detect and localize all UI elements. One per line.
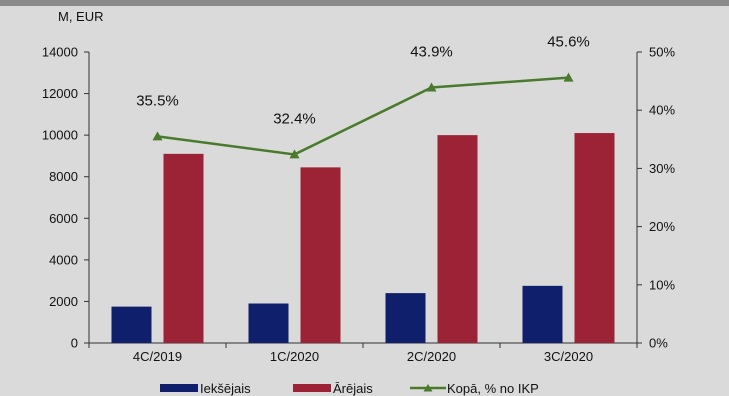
legend-item-ārējais: Ārējais: [293, 381, 373, 396]
y-tick-label: 0: [71, 336, 78, 351]
series-line: [158, 78, 569, 155]
legend-label-iekšējais: Iekšējais: [200, 381, 251, 396]
legend: Iekšējais Ārējais Kopā, % no IKP: [160, 381, 539, 396]
legend-label-kopa: Kopā, % no IKP: [447, 381, 539, 396]
bar: [523, 286, 563, 343]
y-tick-label: 10000: [42, 128, 78, 143]
bar: [112, 307, 152, 343]
data-label: 45.6%: [547, 34, 590, 51]
data-label: 35.5%: [136, 92, 179, 109]
bar: [249, 304, 289, 343]
y2-tick-label: 0%: [649, 336, 668, 351]
y-tick-label: 2000: [49, 294, 78, 309]
legend-item-iekšējais: Iekšējais: [160, 381, 251, 396]
legend-swatch-ārējais: [293, 384, 331, 392]
y-tick-label: 12000: [42, 86, 78, 101]
legend-label-ārējais: Ārējais: [333, 381, 373, 396]
legend-item-kopa: Kopā, % no IKP: [410, 381, 539, 396]
data-label: 43.9%: [410, 44, 453, 61]
data-label: 32.4%: [273, 110, 316, 127]
bar: [164, 154, 204, 343]
y2-tick-label: 50%: [649, 45, 675, 60]
y-axis-left: 0 2000 4000 6000 8000 10000 12000 14000: [42, 45, 89, 351]
y-tick-label: 8000: [49, 169, 78, 184]
y2-tick-label: 40%: [649, 103, 675, 118]
x-axis: 4C/2019 1C/2020 2C/2020 3C/2020: [89, 343, 637, 364]
bar: [301, 167, 341, 343]
x-tick-label: 3C/2020: [544, 349, 593, 364]
legend-swatch-iekšējais: [160, 384, 198, 392]
x-tick-label: 1C/2020: [270, 349, 319, 364]
y2-tick-label: 20%: [649, 219, 675, 234]
y-axis-right: 0% 10% 20% 30% 40% 50%: [637, 45, 675, 351]
bar: [575, 133, 615, 343]
bars: [112, 133, 615, 343]
bar: [386, 293, 426, 343]
y2-tick-label: 30%: [649, 161, 675, 176]
y-tick-label: 14000: [42, 45, 78, 60]
y-tick-label: 4000: [49, 252, 78, 267]
x-tick-label: 4C/2019: [133, 349, 182, 364]
bar: [438, 135, 478, 343]
y2-tick-label: 10%: [649, 277, 675, 292]
unit-label: M, EUR: [58, 9, 104, 24]
y-tick-label: 6000: [49, 211, 78, 226]
line-series: 35.5% 32.4% 43.9% 45.6%: [136, 34, 590, 159]
x-tick-label: 2C/2020: [407, 349, 456, 364]
